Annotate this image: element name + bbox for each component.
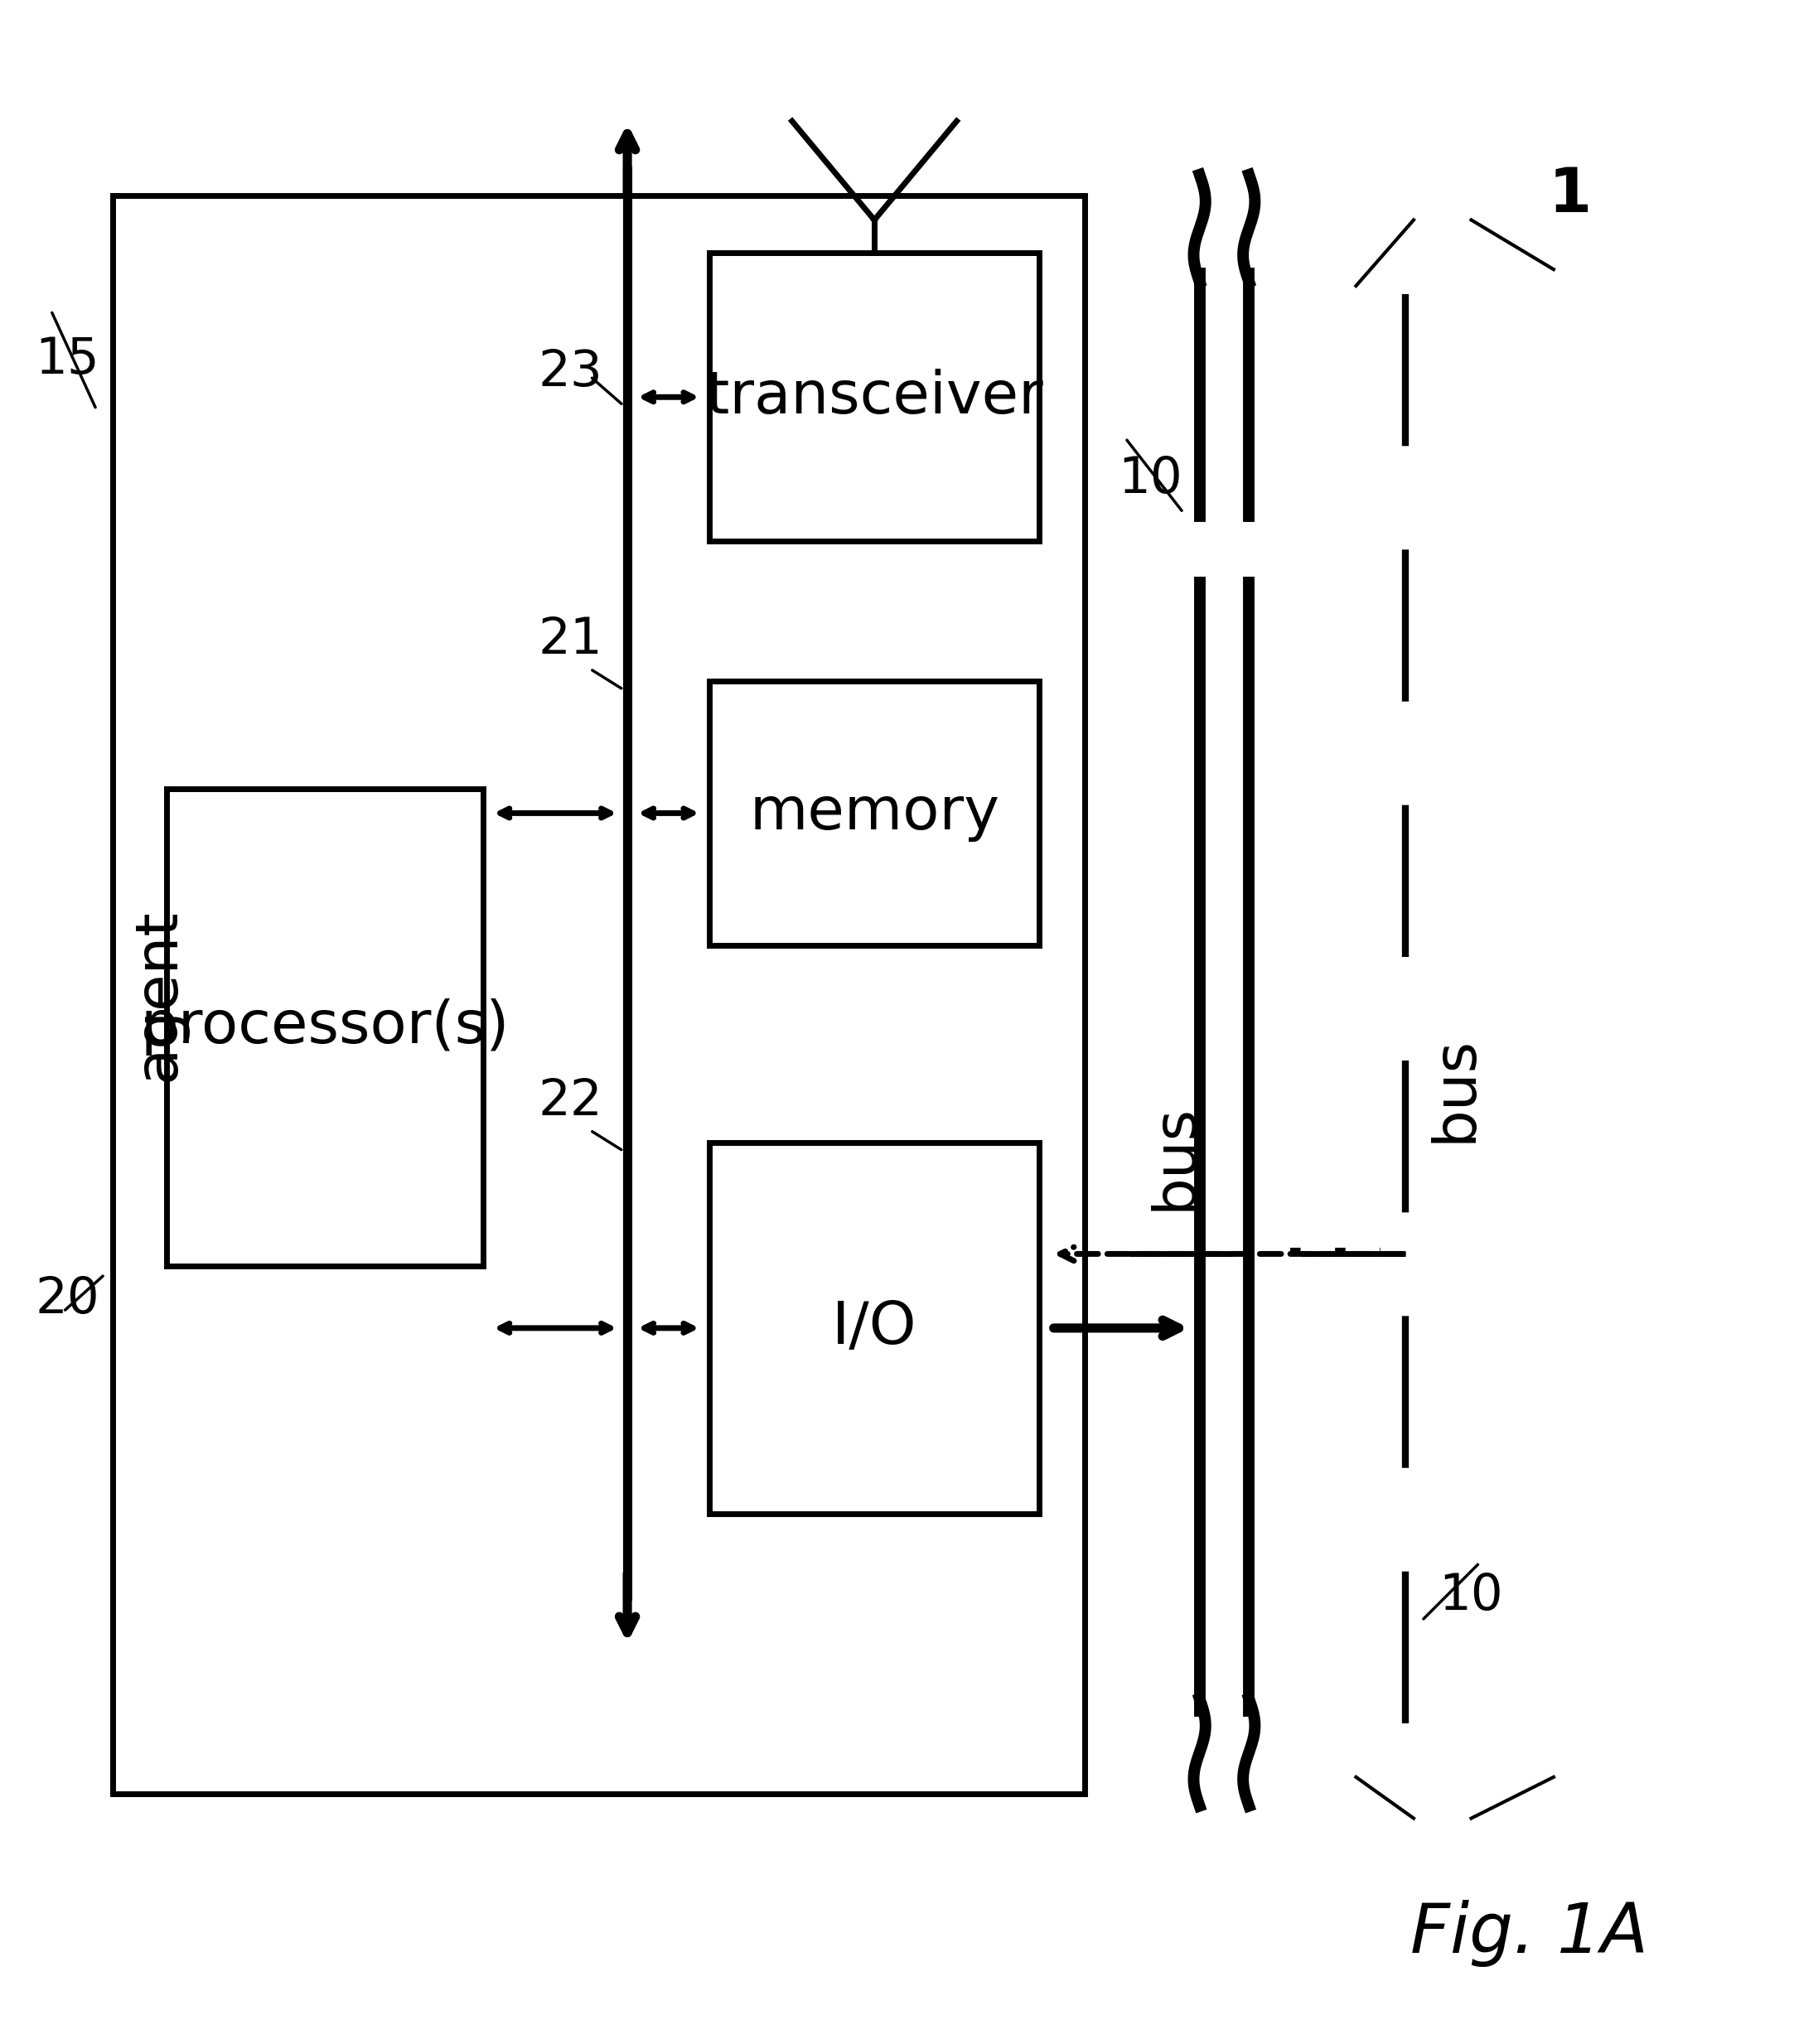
Text: 21: 21 (538, 615, 603, 664)
Text: 20: 20 (36, 1275, 100, 1325)
Text: processor(s): processor(s) (140, 1000, 509, 1057)
Text: 23: 23 (538, 347, 603, 397)
Bar (113, 196, 1084, 1793)
Text: Fig. 1A: Fig. 1A (1410, 1899, 1649, 1966)
Text: bus: bus (1426, 1036, 1484, 1143)
Text: 15: 15 (36, 335, 100, 384)
Bar (710, 253, 1039, 542)
Text: transceiver: transceiver (705, 368, 1042, 425)
Text: bus: bus (1146, 1104, 1204, 1210)
Bar (710, 1143, 1039, 1513)
Text: memory: memory (750, 785, 999, 842)
Text: I/O: I/O (832, 1300, 917, 1357)
Bar (710, 681, 1039, 944)
Text: 10: 10 (1439, 1572, 1503, 1621)
Text: agent: agent (129, 908, 187, 1081)
Text: 1: 1 (1548, 166, 1591, 225)
Text: 10: 10 (1118, 456, 1182, 505)
Text: 22: 22 (538, 1077, 603, 1126)
Bar (167, 789, 483, 1267)
